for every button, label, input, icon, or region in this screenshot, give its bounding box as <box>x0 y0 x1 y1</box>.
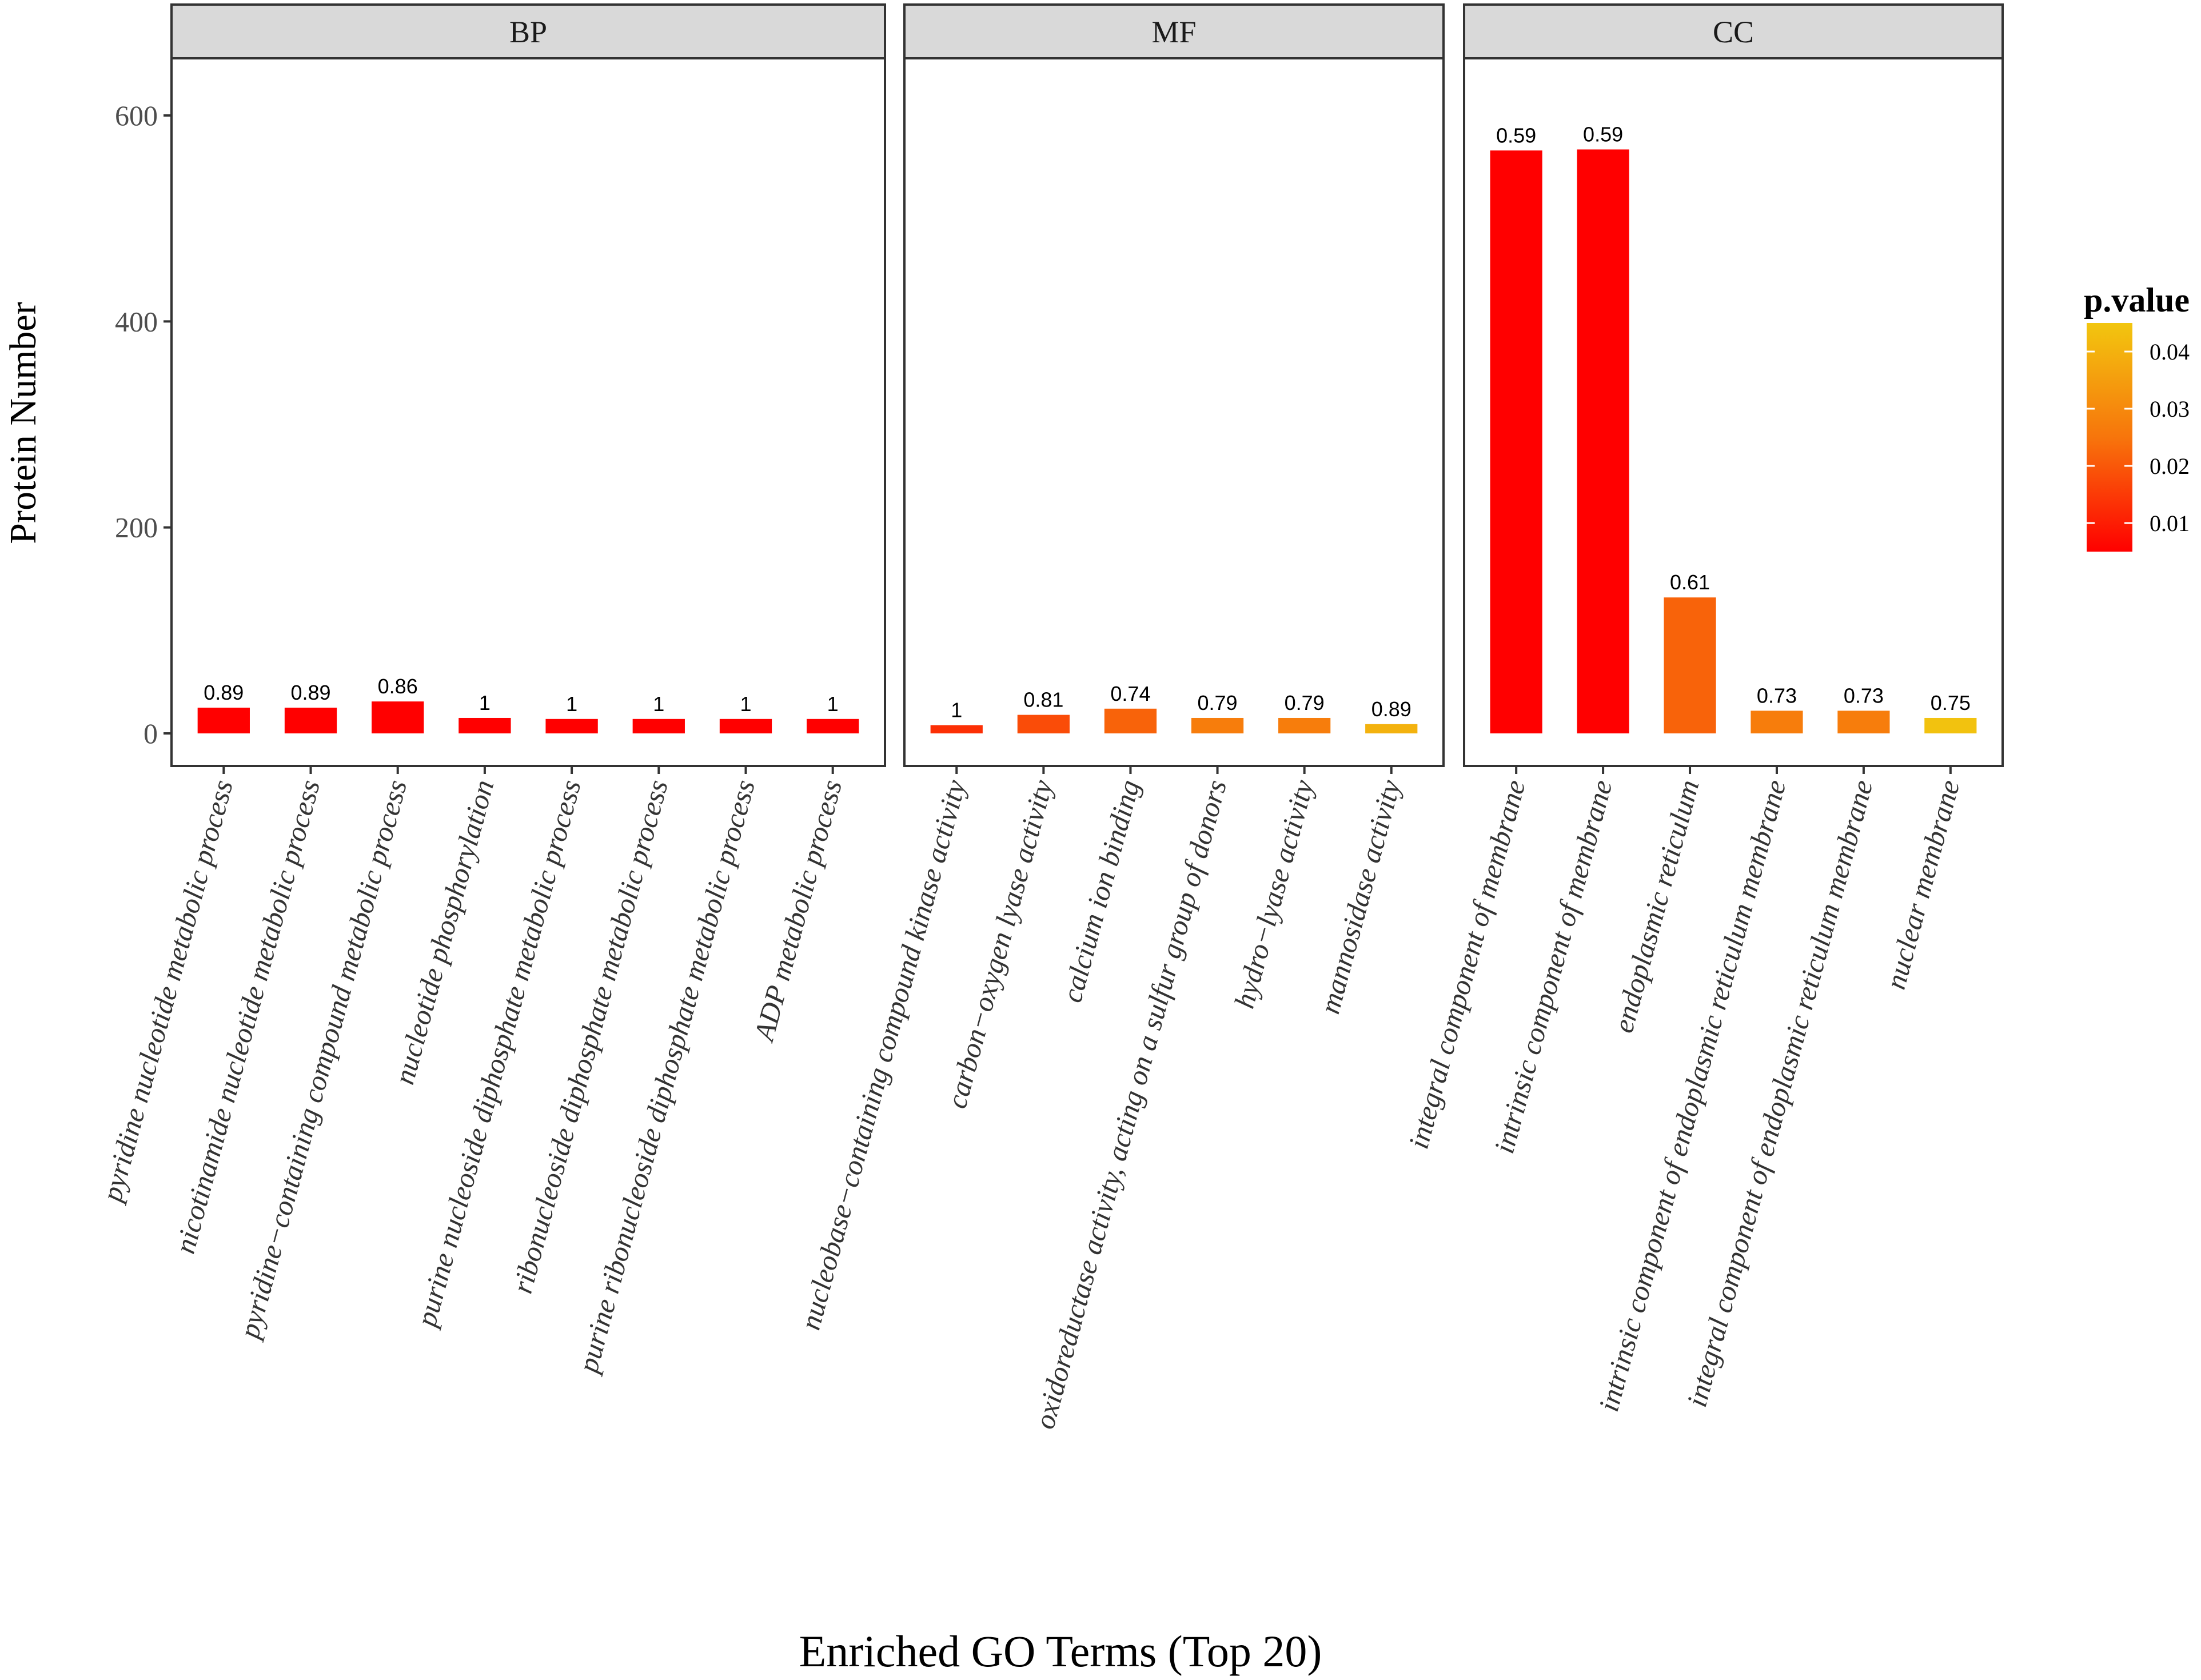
data-label: 0.74 <box>1110 682 1150 705</box>
bar <box>1924 717 1977 733</box>
colorbar-tick-label: 0.04 <box>2150 339 2190 365</box>
facet-label: CC <box>1713 15 1754 49</box>
bar <box>1490 150 1542 733</box>
colorbar-legend: p.value 0.01 0.02 0.03 0.04 <box>2084 281 2190 552</box>
bar <box>1751 711 1803 733</box>
x-axis-title: Enriched GO Terms (Top 20) <box>799 1626 1322 1676</box>
y-tick-label: 200 <box>115 512 158 544</box>
bar <box>1104 708 1157 733</box>
y-tick-label: 400 <box>115 305 158 337</box>
facet-strip <box>903 3 1445 59</box>
bar <box>1837 711 1890 733</box>
bar <box>632 719 685 733</box>
data-label: 1 <box>740 692 751 716</box>
data-label: 1 <box>827 692 839 716</box>
bar <box>930 725 983 733</box>
data-label: 0.59 <box>1583 122 1623 146</box>
x-tick-label: nucleotide phosphorylation <box>388 776 500 1087</box>
data-label: 0.89 <box>204 681 244 704</box>
data-label: 0.86 <box>378 675 418 698</box>
panel-border <box>170 57 886 767</box>
x-tick-label: hydro−lyase activity <box>1228 776 1320 1012</box>
data-label: 1 <box>653 692 664 716</box>
data-label: 1 <box>479 691 491 715</box>
data-label: 0.73 <box>1757 684 1797 707</box>
x-tick-label: endoplasmic reticulum <box>1607 776 1705 1036</box>
x-tick-label: ADP metabolic process <box>747 776 848 1045</box>
bar <box>807 719 859 733</box>
bar <box>1017 715 1070 733</box>
y-tick-label: 600 <box>115 99 158 131</box>
panel-border <box>903 57 1445 767</box>
bar <box>1664 597 1716 733</box>
bar <box>1577 149 1629 734</box>
x-tick-label: calcium ion binding <box>1055 776 1146 1005</box>
facet-strip <box>170 3 886 59</box>
data-label: 0.79 <box>1285 691 1325 715</box>
data-label: 0.75 <box>1931 691 1971 715</box>
x-tick-label: oxidoreductase activity, acting on a sul… <box>1028 776 1233 1432</box>
data-label: 0.73 <box>1844 684 1884 707</box>
panel-border <box>1463 57 2004 767</box>
data-label: 0.89 <box>1371 697 1411 721</box>
x-tick-label: purine nucleoside diphosphate metabolic … <box>409 776 587 1331</box>
data-label: 1 <box>951 699 962 722</box>
bar <box>719 719 772 733</box>
x-tick-label: integral component of endoplasmic reticu… <box>1680 776 1879 1410</box>
bar <box>284 707 337 733</box>
data-label: 0.81 <box>1023 688 1063 712</box>
data-label: 0.89 <box>290 681 330 704</box>
x-tick-label: purine ribonucleoside diphosphate metabo… <box>571 776 761 1377</box>
bar <box>197 707 250 733</box>
colorbar-tick-label: 0.02 <box>2150 453 2190 479</box>
y-tick-label: 0 <box>143 717 158 749</box>
bar <box>545 719 598 733</box>
facet-label: MF <box>1151 15 1196 49</box>
x-tick-label: mannosidase activity <box>1313 776 1406 1017</box>
data-label: 0.61 <box>1670 570 1710 594</box>
x-tick-label: ribonucleoside diphosphate metabolic pro… <box>506 776 674 1296</box>
bar <box>458 717 511 733</box>
colorbar-tick-label: 0.03 <box>2150 396 2190 422</box>
bar <box>1278 717 1331 733</box>
x-tick-label: pyridine−containing compound metabolic p… <box>233 776 413 1343</box>
data-label: 0.59 <box>1496 123 1536 147</box>
bar <box>372 701 424 733</box>
x-tick-label: nuclear membrane <box>1879 776 1965 992</box>
data-label: 0.79 <box>1198 691 1238 715</box>
bar <box>1365 724 1418 733</box>
bar <box>1191 717 1244 733</box>
facet-label: BP <box>509 15 547 49</box>
colorbar-title: p.value <box>2084 281 2190 319</box>
colorbar-gradient <box>2087 323 2132 552</box>
y-axis: 0 200 400 600 <box>115 99 172 749</box>
data-label: 1 <box>566 692 577 716</box>
colorbar-tick-label: 0.01 <box>2150 510 2190 536</box>
y-axis-title: Protein Number <box>2 302 44 544</box>
